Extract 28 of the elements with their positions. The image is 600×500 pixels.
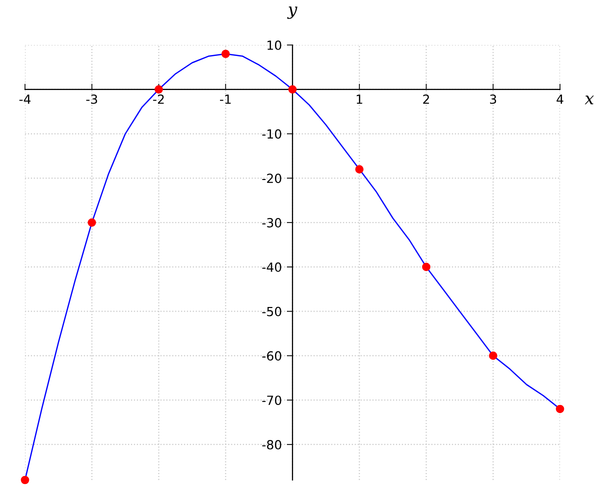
point xyxy=(556,404,564,414)
point xyxy=(221,50,230,58)
point xyxy=(488,352,498,360)
point xyxy=(422,262,430,272)
y-tick-label: 10 xyxy=(268,40,282,50)
x-tick-label: -4 xyxy=(19,94,31,104)
point xyxy=(288,85,297,94)
x-tick-label: 3 xyxy=(490,94,496,104)
y-axis-title: y xyxy=(287,6,298,19)
point xyxy=(355,165,364,174)
y-tick-label: -40 xyxy=(262,262,282,272)
x-tick-label: 2 xyxy=(423,94,429,104)
y-tick-label: -60 xyxy=(262,351,282,361)
x-tick-label: -2 xyxy=(153,94,164,104)
y-tick-label: -80 xyxy=(262,440,282,450)
x-tick-label: -1 xyxy=(220,94,231,104)
y-tick-label: -50 xyxy=(262,306,282,316)
x-tick-label: -3 xyxy=(86,94,98,104)
y-tick-label: -70 xyxy=(262,396,282,406)
y-tick-label: -30 xyxy=(262,218,282,228)
point xyxy=(20,476,30,484)
point xyxy=(154,85,163,94)
y-tick-label: -10 xyxy=(262,129,282,139)
point xyxy=(88,218,96,227)
x-tick-label: 1 xyxy=(356,94,362,104)
y-tick-label: -20 xyxy=(262,174,282,184)
x-axis-title: x xyxy=(584,96,594,104)
x-tick-label: 4 xyxy=(556,94,564,104)
